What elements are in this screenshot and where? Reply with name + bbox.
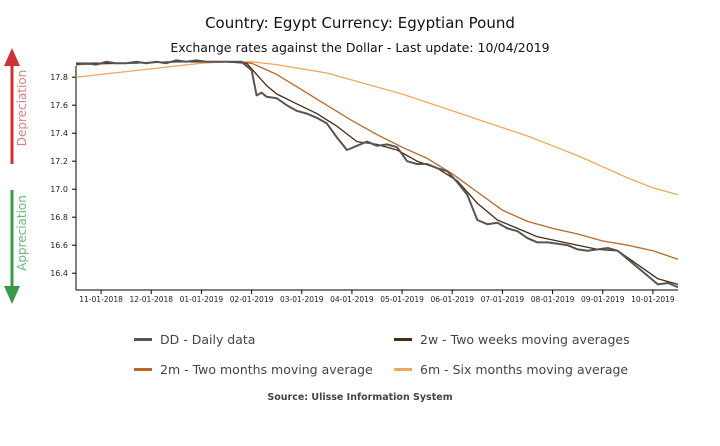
series-line-daily — [75, 59, 679, 289]
legend-item-two-weeks: 2w - Two weeks moving averages — [394, 332, 630, 347]
chart-title: Country: Egypt Currency: Egyptian Pound — [205, 14, 515, 32]
y-tick-label: 16.4 — [50, 269, 68, 278]
y-tick-label: 17.6 — [50, 101, 68, 110]
legend-swatch-two-months — [134, 368, 152, 371]
x-tick-label: 10-01-2019 — [631, 295, 675, 304]
x-tick-label: 09-01-2019 — [581, 295, 625, 304]
appreciation-label: Appreciation — [15, 195, 29, 271]
trend-arrows: Depreciation Appreciation — [4, 48, 29, 304]
y-axis-ticks: 16.4 16.6 16.8 17.0 17.2 17.4 17.6 17.8 — [50, 73, 76, 278]
y-tick-label: 17.2 — [50, 157, 68, 166]
x-tick-label: 02-01-2019 — [230, 295, 274, 304]
y-tick-label: 16.8 — [50, 213, 68, 222]
x-tick-label: 01-01-2019 — [180, 295, 224, 304]
x-tick-label: 12-01-2018 — [129, 295, 173, 304]
legend-swatch-two-weeks — [394, 338, 412, 341]
legend-swatch-six-months — [394, 368, 412, 371]
x-tick-label: 08-01-2019 — [531, 295, 575, 304]
y-tick-label: 17.0 — [50, 185, 68, 194]
x-tick-label: 06-01-2019 — [430, 295, 474, 304]
x-tick-label: 11-01-2018 — [79, 295, 123, 304]
legend-swatch-daily — [134, 338, 152, 341]
legend-item-daily: DD - Daily data — [134, 332, 255, 347]
x-tick-label: 04-01-2019 — [330, 295, 374, 304]
legend-label-two-months: 2m - Two months moving average — [160, 362, 373, 377]
axes — [75, 66, 678, 291]
source-note: Source: Ulisse Information System — [267, 392, 453, 403]
x-tick-label: 05-01-2019 — [380, 295, 424, 304]
depreciation-arrow-head — [4, 48, 20, 66]
x-axis-ticks: 11-01-2018 12-01-2018 01-01-2019 02-01-2019… — [79, 290, 675, 304]
legend-label-two-weeks: 2w - Two weeks moving averages — [420, 332, 630, 347]
appreciation-arrow-head — [4, 286, 20, 304]
legend-item-six-months: 6m - Six months moving average — [394, 362, 628, 377]
legend-label-daily: DD - Daily data — [160, 332, 256, 347]
depreciation-label: Depreciation — [15, 70, 29, 147]
legend-label-six-months: 6m - Six months moving average — [420, 362, 629, 377]
series-layer — [75, 59, 679, 289]
series-line-six-months — [75, 61, 679, 196]
y-tick-label: 17.8 — [50, 73, 68, 82]
y-tick-label: 16.6 — [50, 241, 68, 250]
x-tick-label: 07-01-2019 — [481, 295, 525, 304]
series-line-two-weeks — [76, 61, 679, 286]
legend-item-two-months: 2m - Two months moving average — [134, 362, 373, 377]
y-tick-label: 17.4 — [50, 129, 68, 138]
appreciation-arrow-shaft — [10, 190, 14, 288]
chart-subtitle: Exchange rates against the Dollar - Last… — [170, 40, 550, 55]
x-tick-label: 03-01-2019 — [280, 295, 324, 304]
depreciation-arrow-shaft — [10, 64, 14, 164]
